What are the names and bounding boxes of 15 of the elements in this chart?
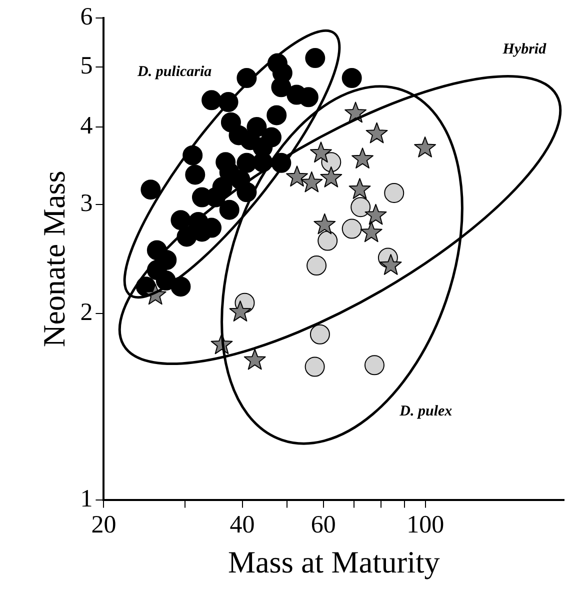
y-tick-label: 1: [80, 485, 93, 512]
y-tick-label: 4: [80, 112, 94, 140]
y-tick-label: 3: [80, 190, 93, 217]
annotation: D. pulicaria: [136, 64, 212, 80]
x-axis-title: Mass at Maturity: [228, 544, 440, 580]
y-axis-title: Neonate Mass: [36, 170, 72, 348]
x-tick-label: 40: [230, 511, 255, 538]
x-tick-label: 20: [91, 511, 116, 538]
annotation: Hybrid: [502, 42, 547, 58]
x-tick-label: 100: [406, 511, 444, 538]
y-tick-label: 6: [80, 4, 93, 31]
x-tick-label: 60: [310, 511, 336, 538]
y-tick-label: 2: [80, 298, 93, 326]
y-tick-label: 5: [80, 52, 93, 80]
annotation: D. pulex: [398, 404, 453, 420]
